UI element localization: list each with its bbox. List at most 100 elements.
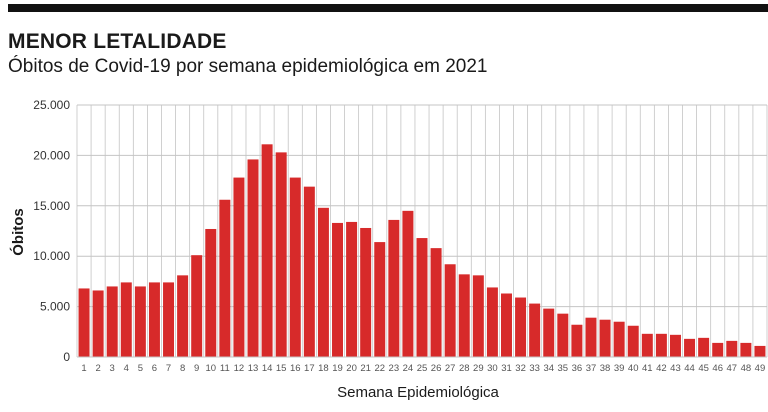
x-tick-label: 7 (166, 363, 171, 374)
x-tick-label: 37 (586, 363, 597, 374)
bar (458, 274, 470, 357)
x-tick-label: 6 (152, 363, 157, 374)
bar (261, 144, 273, 357)
x-tick-label: 26 (431, 363, 442, 374)
bar (754, 345, 766, 357)
x-tick-label: 3 (110, 363, 115, 374)
x-tick-label: 49 (755, 363, 766, 374)
y-tick-label: 0 (63, 350, 70, 364)
bar (543, 308, 555, 357)
bar (346, 221, 358, 357)
bar (684, 338, 696, 357)
x-axis-label: Semana Epidemiológica (337, 384, 499, 401)
bars (78, 144, 766, 357)
x-tick-label: 18 (318, 363, 329, 374)
x-tick-label: 9 (194, 363, 199, 374)
bar (233, 177, 245, 357)
bar (529, 303, 541, 357)
bar (486, 287, 498, 357)
x-tick-label: 5 (138, 363, 143, 374)
bar (571, 324, 583, 357)
bar (557, 313, 569, 357)
bar (289, 177, 301, 357)
bar (613, 321, 625, 357)
x-tick-label: 17 (304, 363, 315, 374)
bar (177, 275, 189, 357)
y-tick-label: 25.000 (33, 98, 70, 112)
bar (275, 152, 287, 357)
bar (134, 286, 146, 357)
x-tick-label: 20 (346, 363, 357, 374)
x-tick-label: 39 (614, 363, 625, 374)
x-tick-label: 33 (529, 363, 540, 374)
x-tick-label: 47 (727, 363, 738, 374)
x-tick-label: 8 (180, 363, 185, 374)
bar (247, 159, 259, 357)
bar (740, 342, 752, 357)
x-tick-label: 36 (572, 363, 583, 374)
bar (92, 290, 104, 357)
bar (317, 207, 329, 357)
grid-lines (76, 104, 768, 357)
bar (712, 342, 724, 357)
bar (374, 242, 386, 357)
x-tick-label: 21 (360, 363, 371, 374)
y-tick-label: 5.000 (40, 300, 70, 314)
bar (641, 333, 653, 357)
bar (106, 286, 118, 357)
bar (332, 222, 344, 357)
bar (472, 275, 484, 357)
chart-subtitle: Óbitos de Covid-19 por semana epidemioló… (8, 56, 488, 77)
bar (726, 340, 738, 357)
x-tick-label: 25 (417, 363, 428, 374)
bar (219, 199, 231, 357)
y-tick-label: 15.000 (33, 199, 70, 213)
bar (360, 227, 372, 357)
x-tick-label: 48 (741, 363, 752, 374)
y-axis-ticks: 0 5.000 10.000 15.000 20.000 25.000 (33, 98, 70, 364)
x-tick-label: 38 (600, 363, 611, 374)
bar (627, 325, 639, 357)
x-tick-label: 13 (248, 363, 259, 374)
y-axis-label: Óbitos (9, 208, 27, 256)
bar (585, 317, 597, 357)
bar (430, 248, 442, 357)
bar (78, 288, 90, 357)
x-tick-label: 1 (81, 363, 86, 374)
chart-title: MENOR LETALIDADE (8, 30, 227, 53)
bar (191, 255, 203, 357)
x-tick-label: 16 (290, 363, 301, 374)
x-tick-label: 41 (642, 363, 653, 374)
x-tick-label: 44 (684, 363, 695, 374)
x-tick-label: 35 (558, 363, 569, 374)
bar (698, 337, 710, 357)
y-tick-label: 20.000 (33, 148, 70, 162)
bar (655, 333, 667, 357)
x-tick-label: 24 (403, 363, 414, 374)
bar (402, 210, 414, 357)
x-tick-label: 42 (656, 363, 667, 374)
x-tick-label: 27 (445, 363, 456, 374)
bar (444, 264, 456, 357)
x-tick-label: 4 (124, 363, 129, 374)
x-tick-label: 43 (670, 363, 681, 374)
bar (163, 282, 175, 357)
x-axis-ticks: 1 2 3 4 5 6 7 8 9 10 11 12 13 14 15 16 17 18 19 20 21 22 23 24 2… (81, 363, 765, 374)
x-tick-label: 46 (712, 363, 723, 374)
bar (515, 297, 527, 357)
x-tick-label: 2 (95, 363, 100, 374)
x-tick-label: 30 (487, 363, 498, 374)
x-tick-label: 19 (332, 363, 343, 374)
x-tick-label: 15 (276, 363, 287, 374)
x-tick-label: 14 (262, 363, 273, 374)
x-tick-label: 22 (374, 363, 385, 374)
bar (120, 282, 132, 357)
x-tick-label: 12 (234, 363, 245, 374)
x-tick-label: 34 (543, 363, 554, 374)
y-tick-label: 10.000 (33, 249, 70, 263)
x-tick-label: 11 (220, 363, 230, 374)
x-tick-label: 29 (473, 363, 484, 374)
bar (669, 334, 681, 357)
bar (599, 319, 611, 357)
